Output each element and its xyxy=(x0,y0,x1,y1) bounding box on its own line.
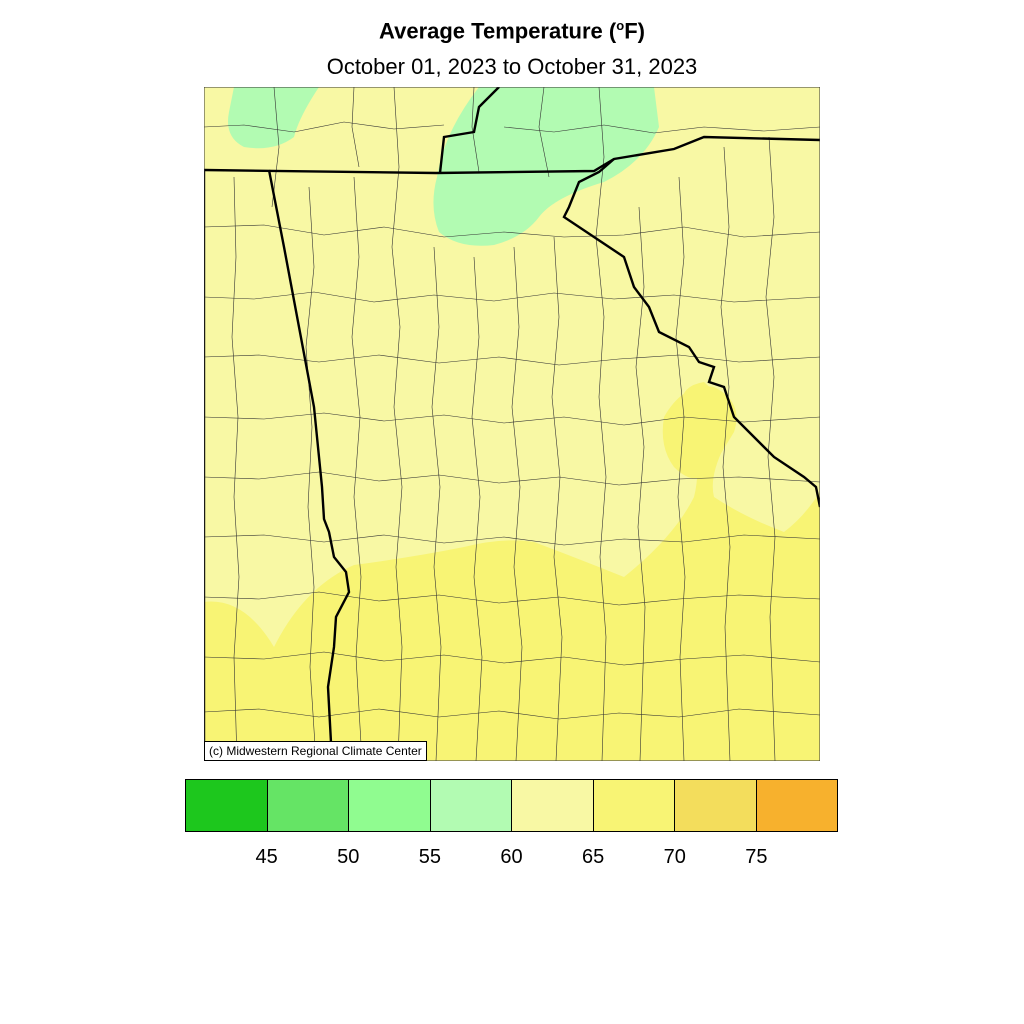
map-subtitle: October 01, 2023 to October 31, 2023 xyxy=(326,54,698,79)
map-title: Average Temperature (oF) xyxy=(379,18,645,44)
legend-swatch xyxy=(267,780,349,831)
legend-swatch xyxy=(675,780,757,831)
legend-tick-label: 75 xyxy=(745,846,768,868)
legend-swatch xyxy=(349,780,431,831)
sc-border xyxy=(562,158,820,508)
legend-tick-label: 55 xyxy=(418,846,441,868)
legend-tick-label: 50 xyxy=(337,846,360,868)
cool-zone-northwest xyxy=(228,87,319,149)
ga-sc-border xyxy=(438,87,500,174)
legend-tick-label: 65 xyxy=(582,846,605,868)
county-lines xyxy=(204,87,820,761)
legend-swatch xyxy=(593,780,675,831)
al-ga-border xyxy=(267,169,351,761)
legend-tick-label: 60 xyxy=(500,846,523,868)
legend-swatch xyxy=(430,780,512,831)
legend-tick-label: 70 xyxy=(663,846,686,868)
temperature-map xyxy=(204,87,820,761)
state-borders xyxy=(204,87,820,761)
cool-zone-north xyxy=(433,87,659,246)
color-legend xyxy=(185,779,838,832)
legend-swatch xyxy=(756,780,837,831)
legend-swatch xyxy=(186,780,268,831)
credit-label: (c) Midwestern Regional Climate Center xyxy=(204,741,427,761)
legend-swatch xyxy=(512,780,594,831)
warm-zone-south xyxy=(204,382,820,761)
legend-tick-label: 45 xyxy=(255,846,278,868)
